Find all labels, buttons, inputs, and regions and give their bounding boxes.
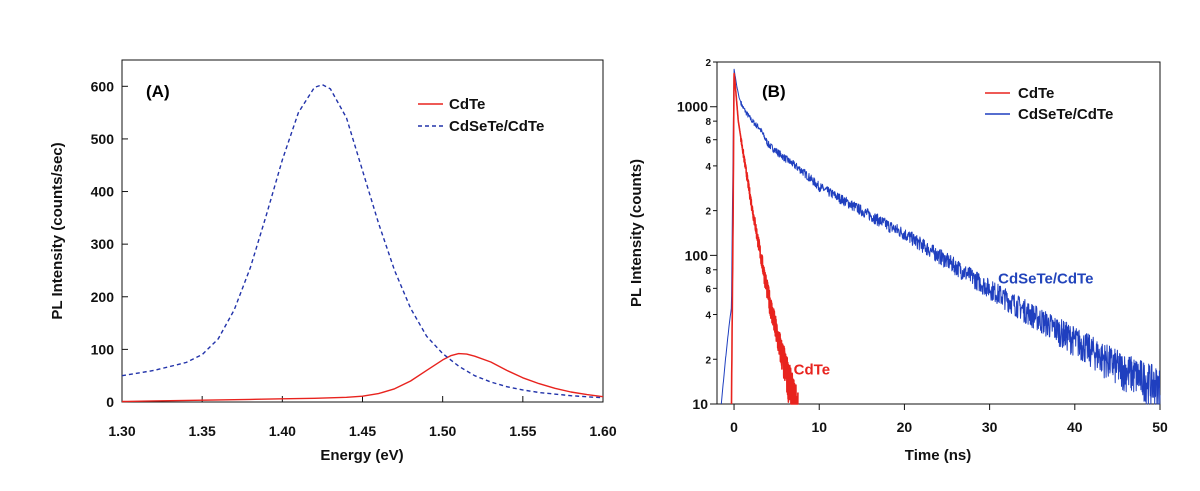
x-tick-label: 1.30 bbox=[108, 423, 135, 439]
decay-trace-cdsete-cdte bbox=[720, 68, 1161, 405]
annotation-cdte: CdTe bbox=[794, 362, 830, 379]
legend-label-cdsete: CdSeTe/CdTe bbox=[449, 118, 544, 135]
series-line-cdte bbox=[121, 352, 604, 403]
panel-a-chart: 1.30 1.35 1.40 1.45 1.50 1.55 1.60 0 100 200 300 40… bbox=[49, 59, 617, 464]
y-tick-label: 400 bbox=[91, 184, 115, 200]
panel-b-frame bbox=[716, 61, 1161, 405]
panel-b-axes: 0 10 20 30 40 50 10 100 1000 2 4 6 8 2 4 6 8 2 bbox=[677, 58, 1168, 435]
y-major-tick-label: 100 bbox=[685, 247, 709, 263]
y-tick-label: 600 bbox=[91, 78, 115, 94]
y-minor-tick-label: 2 bbox=[705, 355, 711, 366]
y-tick-label: 500 bbox=[91, 131, 115, 147]
panel-a-axes: 1.30 1.35 1.40 1.45 1.50 1.55 1.60 0 100 200 300 40… bbox=[91, 78, 617, 439]
x-tick-label: 0 bbox=[730, 419, 738, 435]
series-line-cdsete-cdte bbox=[121, 83, 604, 399]
y-tick-label: 100 bbox=[91, 341, 115, 357]
y-minor-tick-label: 6 bbox=[705, 136, 711, 147]
x-tick-label: 1.60 bbox=[589, 423, 616, 439]
y-minor-tick-label: 4 bbox=[705, 311, 711, 322]
panel-b-legend: CdTe CdSeTe/CdTe bbox=[985, 85, 1113, 123]
y-minor-tick-label: 4 bbox=[705, 162, 711, 173]
panel-a-series bbox=[121, 83, 604, 403]
y-minor-tick-label: 2 bbox=[705, 58, 711, 69]
y-major-tick-label: 10 bbox=[692, 396, 708, 412]
y-minor-tick-label: 8 bbox=[705, 117, 711, 128]
panel-a-label: (A) bbox=[146, 82, 170, 101]
panel-b-series bbox=[720, 68, 1161, 405]
annotation-cdsete-cdte: CdSeTe/CdTe bbox=[998, 270, 1093, 287]
x-tick-label: 1.35 bbox=[189, 423, 216, 439]
panel-a-ylabel: PL Intensity (counts/sec) bbox=[49, 142, 66, 319]
x-tick-label: 30 bbox=[982, 419, 998, 435]
y-minor-tick-label: 8 bbox=[705, 266, 711, 277]
x-tick-label: 40 bbox=[1067, 419, 1083, 435]
legend-label-cdte: CdTe bbox=[449, 96, 485, 113]
x-tick-label: 20 bbox=[897, 419, 913, 435]
x-tick-label: 1.45 bbox=[349, 423, 376, 439]
legend-label-b-cdte: CdTe bbox=[1018, 85, 1054, 102]
y-minor-tick-label: 6 bbox=[705, 284, 711, 295]
decay-trace-cdte bbox=[730, 72, 799, 405]
x-tick-label: 50 bbox=[1152, 419, 1168, 435]
x-tick-label: 10 bbox=[811, 419, 827, 435]
panel-a-xlabel: Energy (eV) bbox=[320, 447, 403, 464]
y-tick-label: 200 bbox=[91, 289, 115, 305]
panel-a-legend: CdTe CdSeTe/CdTe bbox=[418, 96, 544, 135]
panel-b-ylabel: PL Intensity (counts) bbox=[628, 159, 645, 307]
panel-b-annotations: CdSeTe/CdTe CdTe bbox=[794, 270, 1094, 378]
y-tick-label: 0 bbox=[106, 394, 114, 410]
panel-a-frame bbox=[121, 59, 604, 403]
x-tick-label: 1.55 bbox=[509, 423, 536, 439]
y-tick-label: 300 bbox=[91, 236, 115, 252]
x-tick-label: 1.40 bbox=[269, 423, 296, 439]
y-major-tick-label: 1000 bbox=[677, 99, 708, 115]
panel-b-chart: 0 10 20 30 40 50 10 100 1000 2 4 6 8 2 4 6 8 2 (B) Time (… bbox=[628, 58, 1168, 464]
x-tick-label: 1.50 bbox=[429, 423, 456, 439]
panel-b-xlabel: Time (ns) bbox=[905, 447, 971, 464]
panel-b-label: (B) bbox=[762, 82, 786, 101]
y-minor-tick-label: 2 bbox=[705, 207, 711, 218]
legend-label-b-cdsete: CdSeTe/CdTe bbox=[1018, 106, 1113, 123]
